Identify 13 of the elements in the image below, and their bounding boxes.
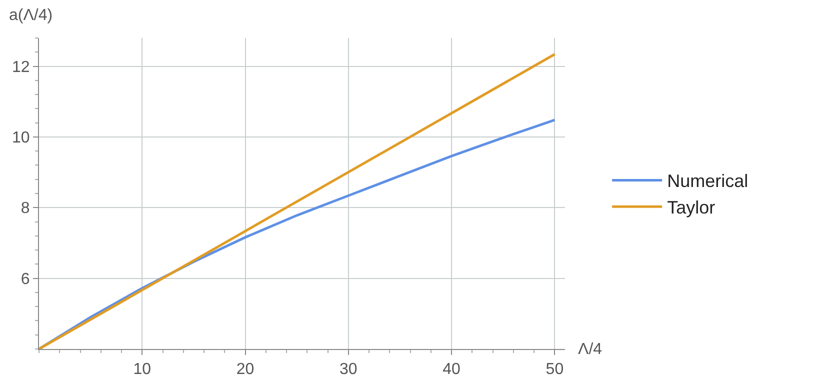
- x-tick-label: 20: [236, 361, 254, 378]
- y-tick-label: 8: [20, 200, 30, 218]
- x-tick-label: 40: [442, 361, 461, 378]
- y-axis-title: a(Λ/4): [9, 7, 53, 24]
- legend-label: Numerical: [667, 171, 748, 192]
- y-tick-label: 6: [20, 270, 30, 288]
- y-tick-label: 10: [12, 130, 30, 147]
- x-tick-label: 10: [133, 361, 152, 378]
- legend-label: Taylor: [667, 198, 716, 218]
- x-tick-label: 30: [340, 361, 358, 378]
- x-tick-label: 50: [546, 361, 564, 378]
- x-axis-title: Λ/4: [578, 341, 602, 358]
- y-tick-label: 12: [12, 58, 30, 76]
